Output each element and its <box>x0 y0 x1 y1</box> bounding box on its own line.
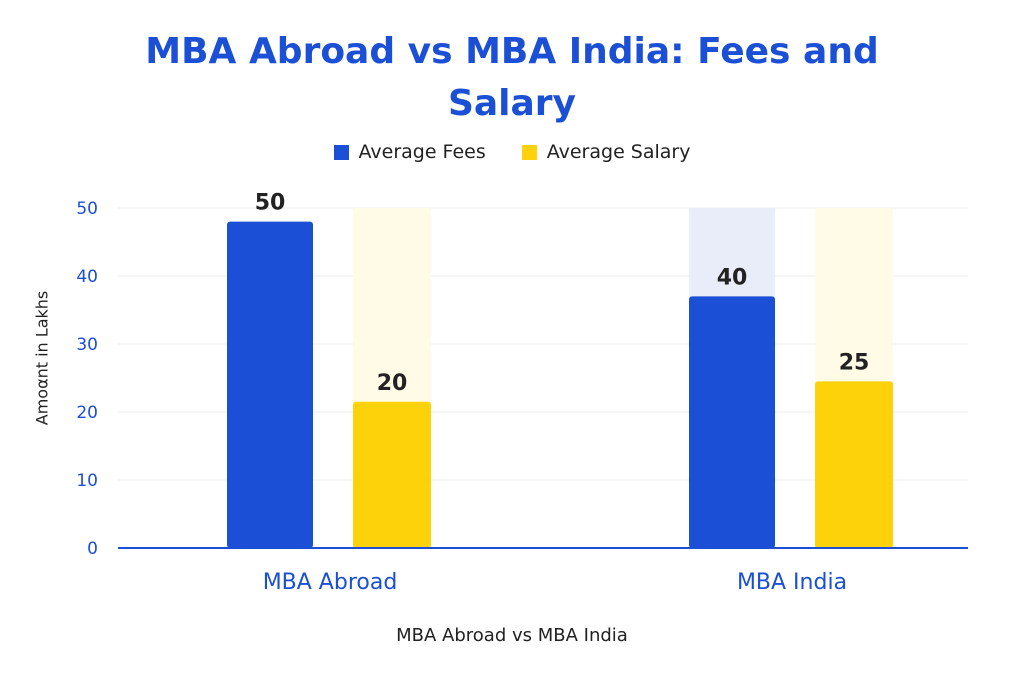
x-axis-label: MBA Abroad vs MBA India <box>396 625 628 646</box>
legend-swatch-fees <box>333 144 349 160</box>
y-tick-label-40: 40 <box>76 267 98 287</box>
chart-title-line-1: MBA Abroad vs MBA India: Fees and <box>145 31 879 72</box>
data-label-salary-1: 25 <box>839 350 870 375</box>
chart-legend: Average Fees Average Salary <box>0 141 1024 163</box>
y-axis-label: Amoαnt in Lakhs <box>32 290 52 426</box>
legend-label-fees: Average Fees <box>358 141 486 163</box>
y-tick-label-0: 0 <box>87 539 98 559</box>
data-label-salary-0: 20 <box>377 371 408 396</box>
category-label-1: MBA India <box>737 570 847 595</box>
y-tick-label-10: 10 <box>76 471 98 491</box>
data-label-fees-0: 50 <box>255 191 286 216</box>
bar-fees-0 <box>227 221 313 548</box>
y-tick-label-30: 30 <box>76 335 98 355</box>
chart-title: MBA Abroad vs MBA India: Fees and Salary <box>0 26 1024 130</box>
y-tick-label-50: 50 <box>76 199 98 219</box>
legend-swatch-salary <box>521 144 537 160</box>
chart-title-line-2: Salary <box>447 83 577 124</box>
y-tick-label-20: 20 <box>76 403 98 423</box>
category-label-0: MBA Abroad <box>263 570 398 595</box>
legend-item-fees: Average Fees <box>333 141 486 163</box>
legend-item-salary: Average Salary <box>521 141 691 163</box>
bar-salary-1 <box>815 381 893 548</box>
legend-label-salary: Average Salary <box>546 141 691 163</box>
bar-fees-1 <box>689 296 775 548</box>
data-label-fees-1: 40 <box>717 265 748 290</box>
bar-salary-0 <box>353 401 431 548</box>
